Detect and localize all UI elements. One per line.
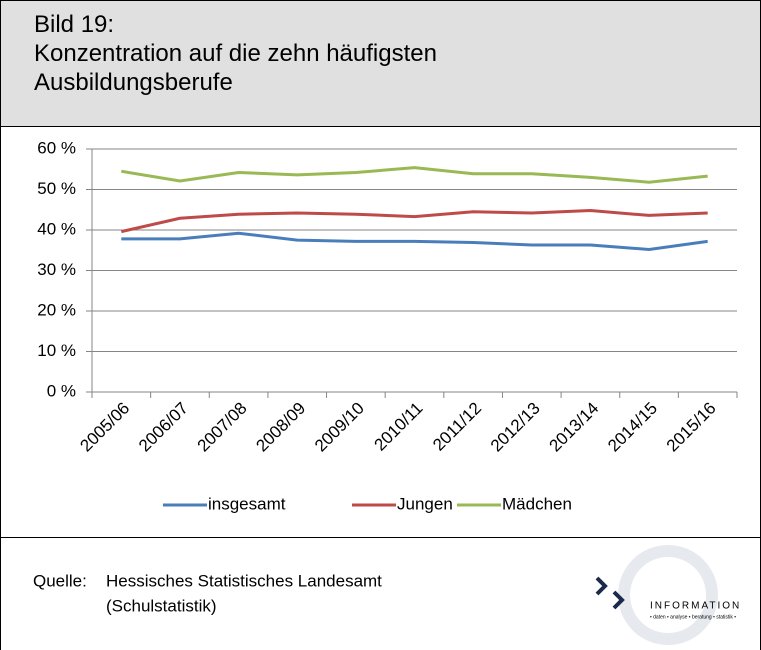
logo-arrow — [595, 576, 608, 596]
x-tick-label: 2013/14 — [546, 399, 603, 456]
header: Bild 19: Konzentration auf die zehn häuf… — [0, 0, 761, 127]
y-tick-label: 30 % — [37, 260, 76, 279]
y-tick-label: 50 % — [37, 179, 76, 198]
legend-label: Jungen — [397, 494, 453, 513]
logo: INFORMATION • daten • analyse • beratung… — [595, 545, 741, 645]
source-text: Hessisches Statistisches Landesamt — [106, 571, 382, 590]
x-tick-label: 2006/07 — [135, 399, 192, 456]
y-tick-label: 20 % — [37, 300, 76, 319]
x-tick-label: 2015/16 — [663, 399, 720, 456]
source-label: Quelle: — [33, 571, 87, 590]
x-tick-label: 2012/13 — [487, 399, 544, 456]
x-tick-label: 2009/10 — [311, 399, 368, 456]
x-tick-label: 2014/15 — [604, 399, 661, 456]
source-text: (Schulstatistik) — [106, 596, 217, 615]
legend-label: insgesamt — [208, 494, 286, 513]
y-tick-label: 0 % — [47, 381, 76, 400]
series-line — [121, 166, 708, 184]
x-tick-label: 2011/12 — [429, 399, 485, 455]
series-line — [120, 209, 708, 234]
logo-title: INFORMATION — [650, 601, 741, 612]
x-tick-label: 2007/08 — [194, 399, 251, 456]
legend-label: Mädchen — [502, 494, 572, 513]
x-tick-label: 2005/06 — [76, 399, 133, 456]
series-line — [121, 231, 708, 251]
chart-title: Konzentration auf die zehn häufigsten Au… — [34, 40, 437, 96]
y-tick-label: 40 % — [37, 219, 76, 238]
figure-label: Bild 19: — [34, 11, 115, 38]
logo-subtitle: • daten • analyse • beratung • statistik… — [650, 614, 736, 620]
x-tick-label: 2010/11 — [370, 399, 426, 455]
logo-arrow — [612, 590, 625, 610]
x-tick-label: 2008/09 — [252, 399, 309, 456]
logo-circle — [630, 557, 706, 633]
y-tick-label: 10 % — [37, 341, 76, 360]
y-tick-label: 60 % — [37, 138, 76, 157]
